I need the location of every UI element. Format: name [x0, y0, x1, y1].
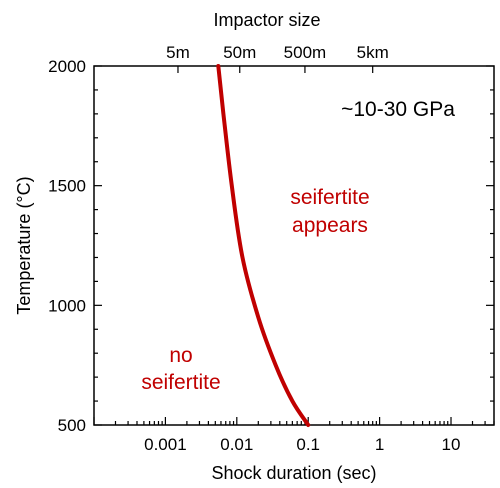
top-tick-label: 5km: [357, 43, 389, 62]
x-axis-label: Shock duration (sec): [211, 463, 376, 483]
annotation-3: no: [169, 344, 192, 367]
axes-layer: [93, 65, 495, 426]
x-tick-label: 1: [375, 435, 384, 454]
annotation-1: seifertite: [290, 186, 369, 209]
x-tick-label: 10: [442, 435, 461, 454]
x-tick-label: 0.001: [144, 435, 187, 454]
labels-layer: 0.001 0.01 0.1 1 10 5m 50m 500m 5km 500 1000 1500 20…: [14, 10, 460, 483]
annotation-0: ~10-30 GPa: [341, 98, 455, 121]
x-tick-label: 0.01: [220, 435, 253, 454]
annotation-2: appears: [292, 214, 368, 237]
top-tick-label: 50m: [223, 43, 256, 62]
y-tick-label: 1500: [48, 177, 86, 196]
top-tick-label: 5m: [166, 43, 190, 62]
y-tick-label: 2000: [48, 57, 86, 76]
x-tick-label: 0.1: [296, 435, 320, 454]
top-axis-label: Impactor size: [213, 10, 320, 30]
y-tick-label: 1000: [48, 296, 86, 315]
y-tick-label: 500: [58, 416, 86, 435]
top-tick-label: 500m: [284, 43, 327, 62]
series-layer: [216, 64, 311, 427]
y-axis-label: Temperature (°C): [14, 176, 34, 314]
series-line-0: [216, 64, 311, 427]
plot-frame: [93, 65, 495, 426]
annotation-4: seifertite: [141, 371, 220, 394]
